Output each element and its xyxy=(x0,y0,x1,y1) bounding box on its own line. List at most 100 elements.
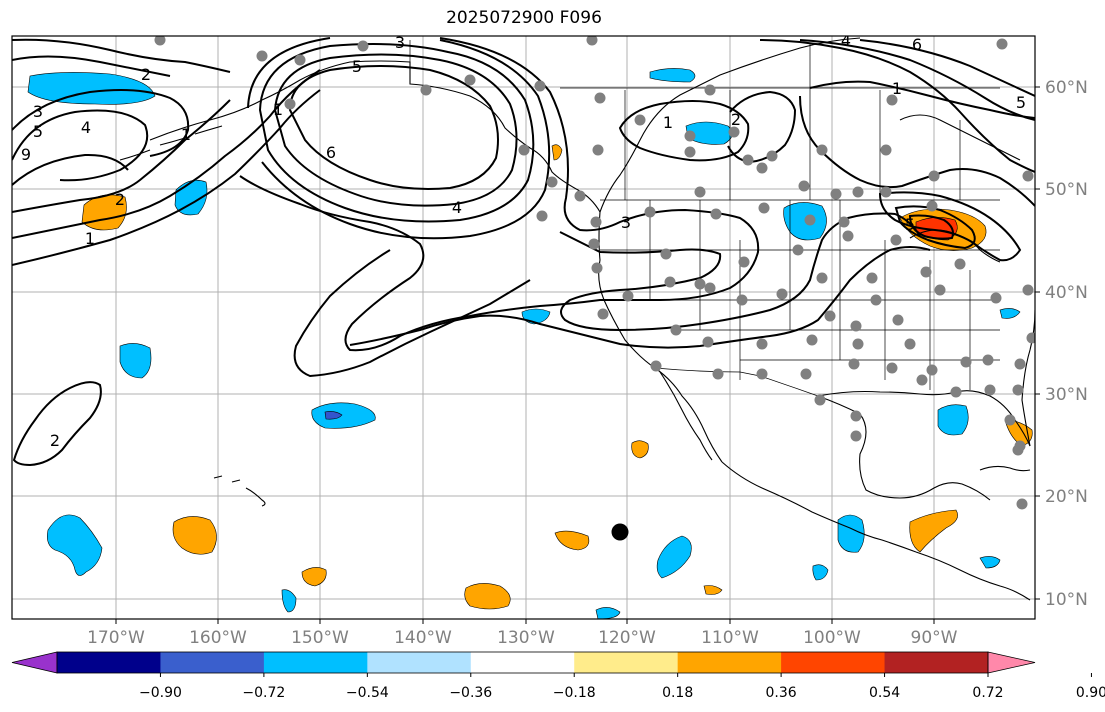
station-dot xyxy=(1014,358,1026,370)
mexico-pacific-coast xyxy=(721,461,917,553)
gulf-of-mexico-coast xyxy=(817,395,991,501)
strong-neg-anomaly-blob xyxy=(324,411,343,420)
station-dot xyxy=(736,294,748,306)
lon-label: 140°W xyxy=(394,628,452,648)
lon-label: 130°W xyxy=(497,628,555,648)
colorbar-label: 0.18 xyxy=(662,685,693,701)
station-dot xyxy=(644,206,656,218)
contour-line xyxy=(809,80,1035,119)
neg-anomaly-blob xyxy=(281,589,297,613)
contour-line xyxy=(894,205,976,250)
station-dot xyxy=(670,324,682,336)
station-dot xyxy=(950,386,962,398)
colorbar-segment xyxy=(57,652,161,673)
station-dot xyxy=(766,150,778,162)
contour-label: 4 xyxy=(841,31,851,50)
station-dot xyxy=(738,256,750,268)
neg-anomaly-blob xyxy=(47,514,103,576)
lat-label: 30°N xyxy=(1045,385,1088,405)
station-dot xyxy=(920,266,932,278)
neg-anomaly-blob xyxy=(119,343,152,379)
station-dot xyxy=(546,176,558,188)
map-plot-area xyxy=(12,36,1035,619)
station-dot xyxy=(518,144,530,156)
station-dot xyxy=(590,216,602,228)
contour-label: 2 xyxy=(50,431,60,450)
station-dot xyxy=(588,238,600,250)
contour-line xyxy=(759,39,1035,173)
station-dot xyxy=(848,358,860,370)
station-dot xyxy=(694,278,706,290)
contour-label: 4 xyxy=(81,118,91,137)
neg-anomaly-blob xyxy=(937,404,969,436)
colorbar-segment xyxy=(677,652,782,673)
station-dot xyxy=(926,364,938,376)
station-dot xyxy=(776,288,788,300)
anomaly-fills xyxy=(27,68,1033,619)
contour-label: 2 xyxy=(141,65,151,84)
station-dot xyxy=(892,314,904,326)
station-dot xyxy=(634,114,646,126)
lat-label: 60°N xyxy=(1045,78,1088,98)
central-america-coast xyxy=(915,551,1031,601)
colorbar-segment xyxy=(470,652,575,673)
lon-label: 90°W xyxy=(911,628,958,648)
contour-label: 1 xyxy=(85,229,95,248)
station-dot xyxy=(1012,384,1024,396)
station-dot xyxy=(916,374,928,386)
station-dot xyxy=(1026,332,1035,344)
station-dot xyxy=(704,282,716,294)
contour-label: 6 xyxy=(326,143,336,162)
station-dot xyxy=(574,190,586,202)
colorbar-label: −0.54 xyxy=(346,685,389,701)
lon-label: 170°W xyxy=(87,628,145,648)
station-dot xyxy=(597,308,609,320)
colorbar-label: 0.72 xyxy=(972,685,1003,701)
lon-label: 100°W xyxy=(803,628,861,648)
contour-line xyxy=(559,212,921,332)
contour-label: 1 xyxy=(273,100,283,119)
contour-label: 2 xyxy=(115,190,125,209)
colorbar-label: −0.90 xyxy=(139,685,182,701)
station-dot xyxy=(850,410,862,422)
contour-label: 5 xyxy=(33,122,43,141)
contour-label: 3 xyxy=(621,213,631,232)
lat-label: 50°N xyxy=(1045,180,1088,200)
pos-anomaly-blob xyxy=(1004,419,1033,447)
colorbar-segment xyxy=(263,652,368,673)
station-dot xyxy=(536,210,548,222)
contour-line xyxy=(239,37,760,352)
contour-label: 9 xyxy=(21,145,31,164)
station-dot xyxy=(284,98,296,110)
colorbar-label: 0.90 xyxy=(1076,685,1105,701)
contour-line xyxy=(12,69,321,239)
station-dot xyxy=(824,310,836,322)
station-dot xyxy=(982,354,994,366)
lon-label: 160°W xyxy=(189,628,247,648)
colorbar-max-extend xyxy=(987,651,1036,674)
colorbar-label: −0.36 xyxy=(449,685,492,701)
station-dot xyxy=(420,84,432,96)
station-dot xyxy=(904,338,916,350)
station-dot xyxy=(694,186,706,198)
map-frame xyxy=(11,35,1036,620)
station-dot xyxy=(1022,284,1034,296)
tropical-cyclone-marker xyxy=(611,523,629,541)
alaska-coast xyxy=(149,60,601,213)
station-dot xyxy=(622,290,634,302)
colorbar-label: 0.36 xyxy=(766,685,797,701)
station-dot xyxy=(934,284,946,296)
station-dot xyxy=(816,144,828,156)
station-dot xyxy=(850,320,862,332)
contour-line xyxy=(247,37,551,240)
pos-anomaly-blob xyxy=(703,585,723,595)
lat-label: 10°N xyxy=(1045,590,1088,610)
station-dot xyxy=(702,336,714,348)
station-dot xyxy=(1016,498,1028,510)
station-dot xyxy=(704,84,716,96)
lat-label: 20°N xyxy=(1045,487,1088,507)
pos-anomaly-blob xyxy=(464,583,511,610)
contour-line xyxy=(293,249,531,378)
contour-line xyxy=(349,246,931,349)
